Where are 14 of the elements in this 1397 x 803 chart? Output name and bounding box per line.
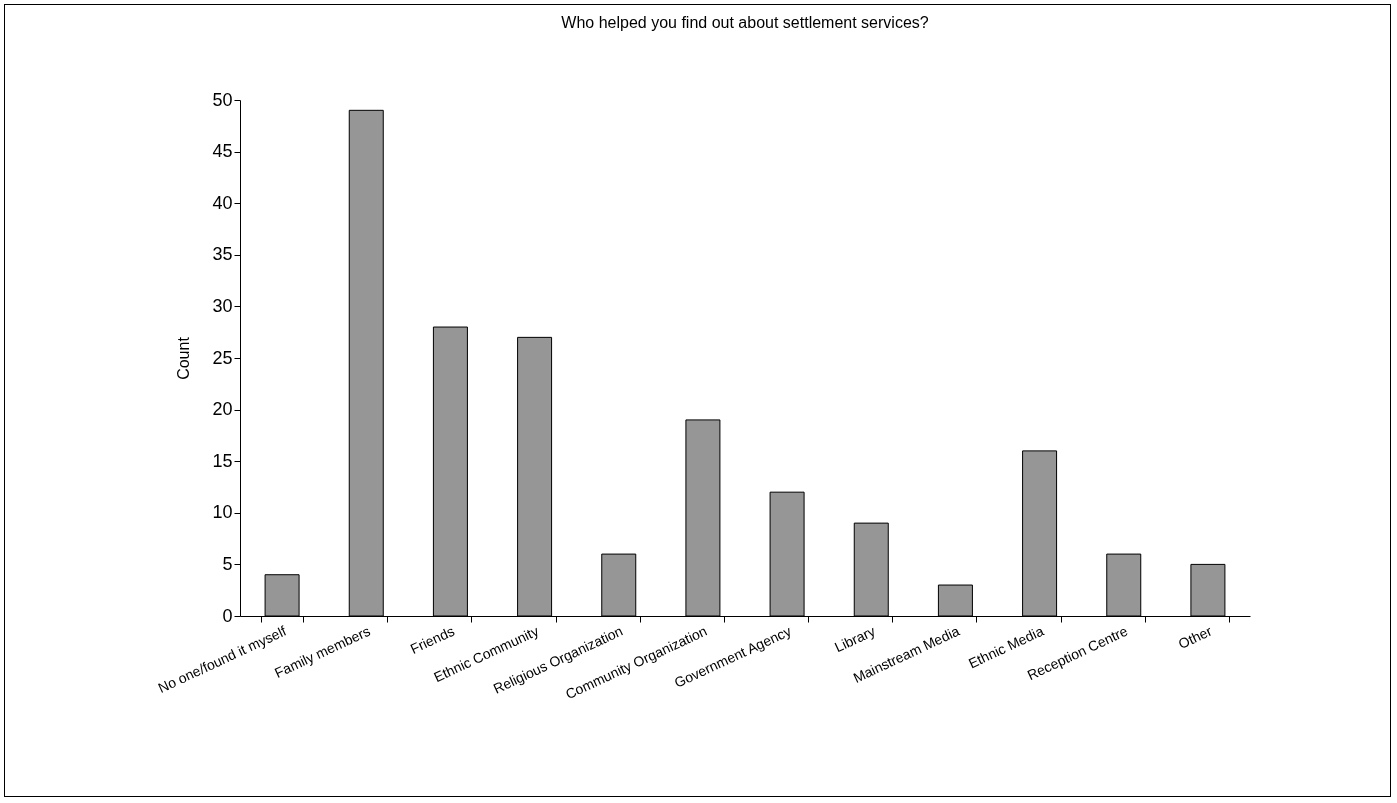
y-tick-label: 30 — [212, 295, 233, 316]
y-tick-label: 0 — [222, 605, 233, 626]
y-axis-title: Count — [175, 336, 193, 380]
y-tick-label: 10 — [212, 502, 233, 523]
x-tick-label: Other — [1175, 622, 1215, 652]
y-tick-label: 25 — [212, 347, 233, 368]
chart-title: Who helped you find out about settlement services? — [561, 14, 929, 31]
y-tick-label: 45 — [212, 141, 233, 162]
y-tick-label: 20 — [212, 399, 233, 420]
y-tick-label: 35 — [212, 244, 233, 265]
y-tick-label: 40 — [212, 192, 233, 213]
y-tick-label: 15 — [212, 450, 233, 471]
y-tick-label: 50 — [212, 89, 233, 110]
y-tick-label: 5 — [222, 553, 233, 574]
